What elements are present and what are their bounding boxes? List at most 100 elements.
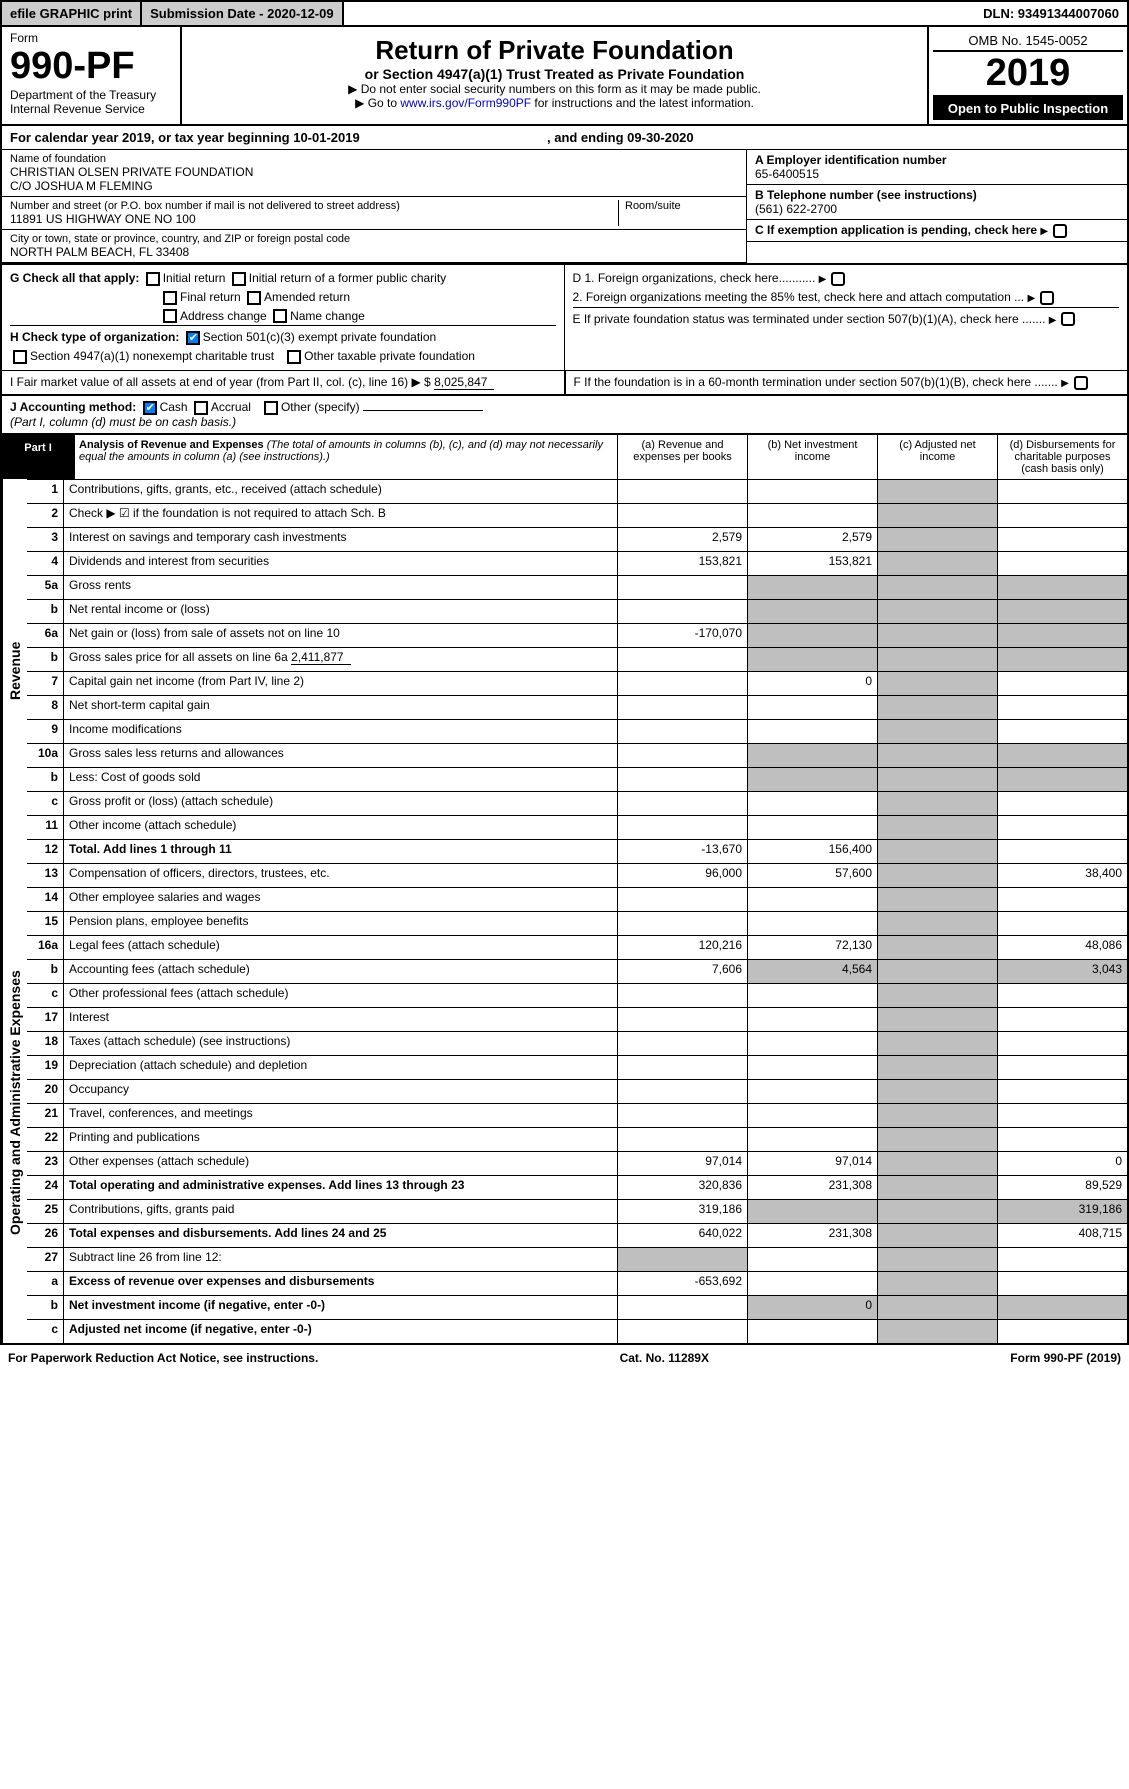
line-c: cGross profit or (loss) (attach schedule… [27, 791, 1127, 815]
form-label: Form [10, 31, 172, 45]
line-2: 2Check ▶ ☑ if the foundation is not requ… [27, 503, 1127, 527]
room-label: Room/suite [618, 200, 738, 226]
i-label: I Fair market value of all assets at end… [10, 375, 431, 389]
col-a: (a) Revenue and expenses per books [617, 435, 747, 479]
chk-address[interactable] [163, 309, 177, 323]
chk-amended[interactable] [247, 291, 261, 305]
line-a: aExcess of revenue over expenses and dis… [27, 1271, 1127, 1295]
col-d: (d) Disbursements for charitable purpose… [997, 435, 1127, 479]
line-23: 23Other expenses (attach schedule)97,014… [27, 1151, 1127, 1175]
tax-year: 2019 [933, 52, 1123, 97]
line-6a: 6aNet gain or (loss) from sale of assets… [27, 623, 1127, 647]
omb-number: OMB No. 1545-0052 [933, 31, 1123, 52]
chk-f[interactable] [1074, 376, 1088, 390]
chk-other-method[interactable] [264, 401, 278, 415]
chk-501c3[interactable] [186, 331, 200, 345]
form-link[interactable]: www.irs.gov/Form990PF [400, 96, 531, 110]
line-19: 19Depreciation (attach schedule) and dep… [27, 1055, 1127, 1079]
dept-treasury: Department of the Treasury [10, 88, 172, 102]
footer: For Paperwork Reduction Act Notice, see … [0, 1345, 1129, 1371]
chk-d1[interactable] [831, 272, 845, 286]
checkbox-c[interactable] [1053, 224, 1067, 238]
instr-goto: ▶ Go to www.irs.gov/Form990PF for instru… [190, 96, 919, 110]
line-c: cOther professional fees (attach schedul… [27, 983, 1127, 1007]
top-bar: efile GRAPHIC print Submission Date - 20… [0, 0, 1129, 27]
line-18: 18Taxes (attach schedule) (see instructi… [27, 1031, 1127, 1055]
e-label: E If private foundation status was termi… [573, 312, 1046, 326]
chk-d2[interactable] [1040, 291, 1054, 305]
line-20: 20Occupancy [27, 1079, 1127, 1103]
line-c: cAdjusted net income (if negative, enter… [27, 1319, 1127, 1343]
col-b: (b) Net investment income [747, 435, 877, 479]
col-c: (c) Adjusted net income [877, 435, 997, 479]
instr-ssn: ▶ Do not enter social security numbers o… [190, 82, 919, 96]
city-label: City or town, state or province, country… [10, 233, 738, 245]
line-21: 21Travel, conferences, and meetings [27, 1103, 1127, 1127]
line-b: bLess: Cost of goods sold [27, 767, 1127, 791]
line-8: 8Net short-term capital gain [27, 695, 1127, 719]
addr-label: Number and street (or P.O. box number if… [10, 200, 618, 212]
ein-label: A Employer identification number [755, 153, 1119, 167]
line-14: 14Other employee salaries and wages [27, 887, 1127, 911]
submission-date: Submission Date - 2020-12-09 [142, 2, 344, 25]
j-note: (Part I, column (d) must be on cash basi… [10, 415, 236, 429]
catalog-no: Cat. No. 11289X [620, 1351, 709, 1365]
city-state-zip: NORTH PALM BEACH, FL 33408 [10, 245, 738, 259]
checkbox-grid: G Check all that apply: Initial return I… [0, 264, 1129, 433]
line-b: bNet rental income or (loss) [27, 599, 1127, 623]
line-b: bGross sales price for all assets on lin… [27, 647, 1127, 671]
line-b: bAccounting fees (attach schedule)7,6064… [27, 959, 1127, 983]
line-15: 15Pension plans, employee benefits [27, 911, 1127, 935]
chk-accrual[interactable] [194, 401, 208, 415]
line-9: 9Income modifications [27, 719, 1127, 743]
care-of: C/O JOSHUA M FLEMING [10, 179, 738, 193]
irs-label: Internal Revenue Service [10, 102, 172, 116]
form-title: Return of Private Foundation [190, 35, 919, 66]
street-address: 11891 US HIGHWAY ONE NO 100 [10, 212, 618, 226]
g-label: G Check all that apply: [10, 271, 139, 285]
ein-value: 65-6400515 [755, 167, 1119, 181]
line-22: 22Printing and publications [27, 1127, 1127, 1151]
chk-final[interactable] [163, 291, 177, 305]
form-header: Form 990-PF Department of the Treasury I… [0, 27, 1129, 126]
part1-title: Analysis of Revenue and Expenses [79, 439, 264, 451]
part1-label: Part I [14, 439, 62, 457]
calendar-year-row: For calendar year 2019, or tax year begi… [0, 126, 1129, 150]
fmv-value: 8,025,847 [434, 375, 494, 390]
line-24: 24Total operating and administrative exp… [27, 1175, 1127, 1199]
line-25: 25Contributions, gifts, grants paid319,1… [27, 1199, 1127, 1223]
chk-4947[interactable] [13, 350, 27, 364]
line-7: 7Capital gain net income (from Part IV, … [27, 671, 1127, 695]
efile-label[interactable]: efile GRAPHIC print [2, 2, 142, 25]
d1-label: D 1. Foreign organizations, check here..… [573, 271, 816, 285]
chk-initial[interactable] [146, 272, 160, 286]
line-16a: 16aLegal fees (attach schedule)120,21672… [27, 935, 1127, 959]
chk-e[interactable] [1061, 312, 1075, 326]
f-label: F If the foundation is in a 60-month ter… [574, 375, 1058, 389]
line-1: 1Contributions, gifts, grants, etc., rec… [27, 479, 1127, 503]
expenses-section: Operating and Administrative Expenses [2, 863, 27, 1343]
chk-cash[interactable] [143, 401, 157, 415]
chk-name[interactable] [273, 309, 287, 323]
h-label: H Check type of organization: [10, 330, 179, 344]
tel-label: B Telephone number (see instructions) [755, 188, 1119, 202]
foundation-name: CHRISTIAN OLSEN PRIVATE FOUNDATION [10, 165, 738, 179]
line-27: 27Subtract line 26 from line 12: [27, 1247, 1127, 1271]
line-5a: 5aGross rents [27, 575, 1127, 599]
name-label: Name of foundation [10, 153, 738, 165]
line-11: 11Other income (attach schedule) [27, 815, 1127, 839]
line-12: 12Total. Add lines 1 through 11-13,67015… [27, 839, 1127, 863]
chk-other-taxable[interactable] [287, 350, 301, 364]
line-17: 17Interest [27, 1007, 1127, 1031]
entity-block: Name of foundation CHRISTIAN OLSEN PRIVA… [0, 150, 1129, 264]
form-ref: Form 990-PF (2019) [1010, 1351, 1121, 1365]
part1-table: Part I Analysis of Revenue and Expenses … [0, 433, 1129, 1345]
revenue-section: Revenue [2, 479, 27, 863]
line-3: 3Interest on savings and temporary cash … [27, 527, 1127, 551]
pra-notice: For Paperwork Reduction Act Notice, see … [8, 1351, 318, 1365]
line-4: 4Dividends and interest from securities1… [27, 551, 1127, 575]
chk-initial-former[interactable] [232, 272, 246, 286]
exemption-c: C If exemption application is pending, c… [755, 223, 1037, 237]
form-number: 990-PF [10, 45, 172, 88]
tel-value: (561) 622-2700 [755, 202, 1119, 216]
